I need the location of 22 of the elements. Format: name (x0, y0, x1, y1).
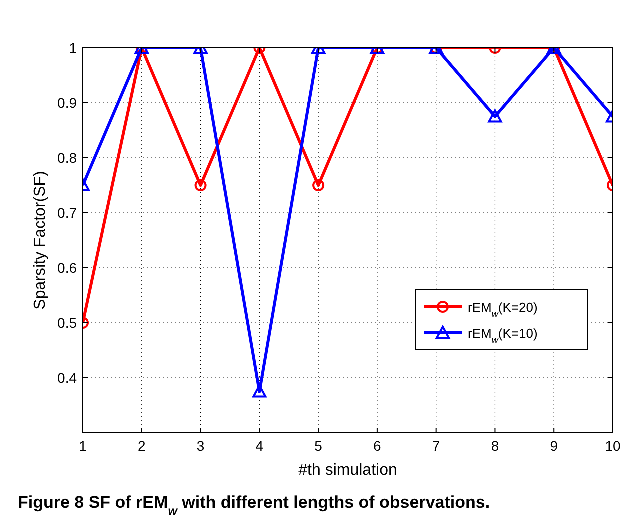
x-tick-label: 10 (605, 438, 621, 454)
x-tick-label: 1 (79, 438, 88, 454)
y-tick-label: 1 (69, 40, 78, 56)
x-tick-label: 5 (314, 438, 323, 454)
y-axis-title: Sparsity Factor(SF) (32, 171, 49, 310)
x-tick-label: 3 (196, 438, 205, 454)
y-tick-label: 0.9 (58, 95, 78, 111)
x-tick-label: 6 (374, 438, 382, 454)
x-tick-label: 9 (550, 438, 558, 454)
caption: Figure 8 SF of rEM$_{w}$ with different lengths of observations. (18, 493, 490, 518)
x-axis-title: #th simulation (298, 462, 398, 479)
x-tick-label: 4 (256, 438, 264, 454)
x-tick-label: 2 (138, 438, 146, 454)
x-tick-label: 8 (491, 438, 500, 454)
legend-label: rEM$_{w}$(K=20) (468, 300, 538, 319)
x-tick-label: 7 (432, 438, 440, 454)
y-tick-label: 0.7 (58, 205, 78, 221)
legend-label: rEM$_{w}$(K=10) (468, 326, 538, 345)
y-tick-label: 0.4 (58, 370, 78, 386)
y-tick-label: 0.8 (58, 150, 78, 166)
y-tick-label: 0.6 (58, 260, 78, 276)
y-tick-label: 0.5 (58, 315, 78, 331)
